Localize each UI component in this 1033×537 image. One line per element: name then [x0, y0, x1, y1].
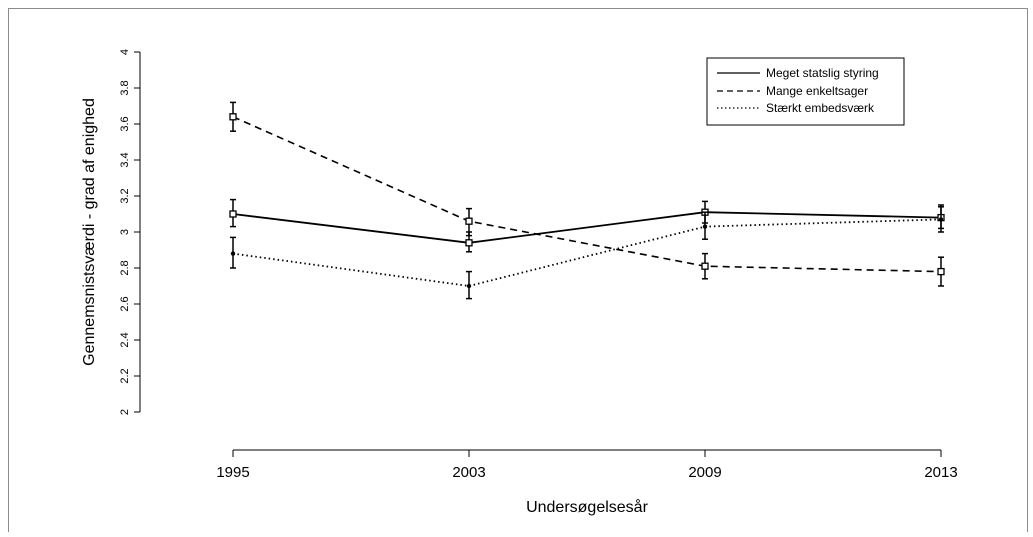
y-tick-label: 2.6 [119, 296, 131, 311]
series-2 [230, 204, 944, 300]
data-point [937, 267, 945, 276]
data-point [230, 251, 236, 256]
data-point [465, 217, 473, 225]
y-axis: 2 2.2 2.4 2.6 2.8 3 3.2 3.4 3.6 3.8 4 [119, 49, 141, 415]
series-line [232, 211, 942, 244]
data-point [702, 224, 708, 229]
y-tick-label: 2.8 [119, 260, 131, 275]
y-tick-label: 3.2 [119, 188, 131, 203]
legend-label-meget-statslig-styring: Meget statslig styring [766, 66, 879, 80]
x-tick-label: 2013 [924, 464, 957, 481]
y-tick-label: 3.6 [119, 116, 131, 131]
data-point [229, 113, 237, 121]
y-tick-label: 3.4 [119, 152, 131, 167]
series-line [232, 218, 942, 287]
y-tick-label: 2.4 [119, 332, 131, 347]
series-layer [229, 101, 945, 300]
legend-label-staerkt-embedsvaerk: Stærkt embedsværk [766, 101, 875, 115]
data-point [938, 217, 944, 222]
data-point [229, 210, 237, 218]
data-point [701, 262, 709, 270]
plot-frame [8, 8, 1028, 532]
x-axis-title: Undersøgelsesår [526, 498, 649, 516]
data-point [466, 283, 472, 289]
x-axis: 1995 2003 2009 2013 [216, 449, 958, 481]
data-point [465, 239, 473, 247]
legend: Meget statslig styring Mange enkeltsager… [706, 57, 905, 126]
y-tick-label: 2.2 [119, 368, 131, 383]
y-tick-label: 3.8 [119, 80, 131, 95]
x-tick-label: 2003 [452, 464, 485, 481]
legend-label-mange-enkeltsager: Mange enkeltsager [766, 84, 868, 98]
x-tick-label: 2009 [688, 464, 721, 481]
y-tick-label: 3 [119, 229, 131, 235]
y-tick-label: 2 [119, 409, 131, 415]
y-tick-label: 4 [119, 49, 131, 55]
y-axis-title: Gennemsnistsværdi - grad af enighed [81, 98, 98, 366]
x-tick-label: 1995 [216, 464, 249, 481]
series-1 [229, 101, 945, 287]
series-line [232, 116, 942, 273]
